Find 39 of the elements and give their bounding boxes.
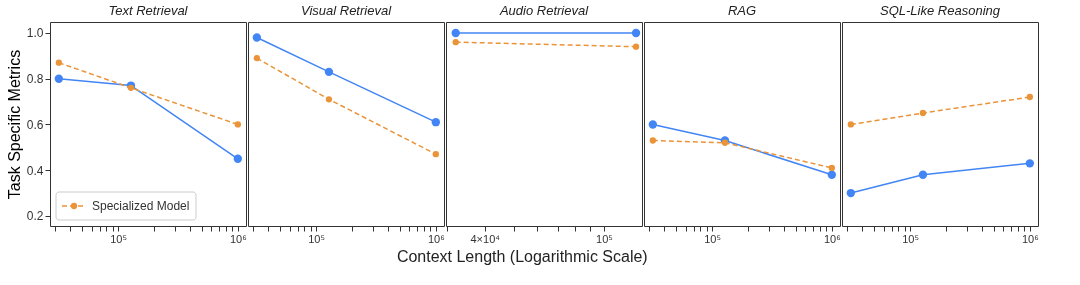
- point: [847, 121, 854, 128]
- y-tick-label: 0.6: [26, 117, 44, 132]
- x-tick-label: 10⁵: [902, 232, 919, 245]
- x-axis-title: Context Length (Logarithmic Scale): [396, 247, 648, 265]
- x-tick-label: 10⁵: [704, 232, 721, 245]
- x-tick-label: 4×10⁴: [470, 232, 501, 245]
- x-tick-label: 10⁵: [596, 232, 613, 245]
- x-tick-label: 10⁶: [823, 232, 841, 245]
- y-tick-label: 0.8: [26, 72, 44, 87]
- chart-title: RAG: [727, 3, 757, 18]
- y-tick-label: 0.4: [26, 163, 44, 178]
- point: [846, 188, 856, 198]
- point: [233, 154, 243, 163]
- chart-title: SQL-Like Reasoning: [880, 3, 1001, 18]
- point: [828, 164, 835, 172]
- point: [1026, 93, 1033, 101]
- point: [234, 121, 241, 128]
- x-tick-label: 10⁵: [110, 232, 127, 245]
- y-tick-label: 0.2: [26, 209, 44, 224]
- point: [827, 170, 837, 179]
- y-tick-label: 1.0: [26, 26, 44, 41]
- chart-title: Text Retrieval: [108, 3, 189, 18]
- point: [1025, 159, 1035, 168]
- x-tick-label: 10⁶: [229, 232, 247, 245]
- chart-title: Visual Retrieval: [300, 3, 393, 18]
- x-tick-label: 10⁶: [427, 232, 445, 245]
- x-tick-label: 10⁶: [1021, 232, 1039, 245]
- point: [648, 120, 658, 129]
- point: [431, 118, 441, 127]
- point: [252, 33, 262, 42]
- chart-title: Audio Retrieval: [498, 3, 590, 18]
- point: [253, 54, 260, 62]
- point: [432, 151, 439, 158]
- y-axis-title: Task Specific Metrics: [5, 49, 23, 200]
- point: [55, 59, 62, 66]
- x-tick-label: 10⁵: [308, 232, 325, 245]
- point: [54, 74, 64, 83]
- point: [649, 137, 656, 144]
- legend-label: Specialized Model: [92, 199, 190, 213]
